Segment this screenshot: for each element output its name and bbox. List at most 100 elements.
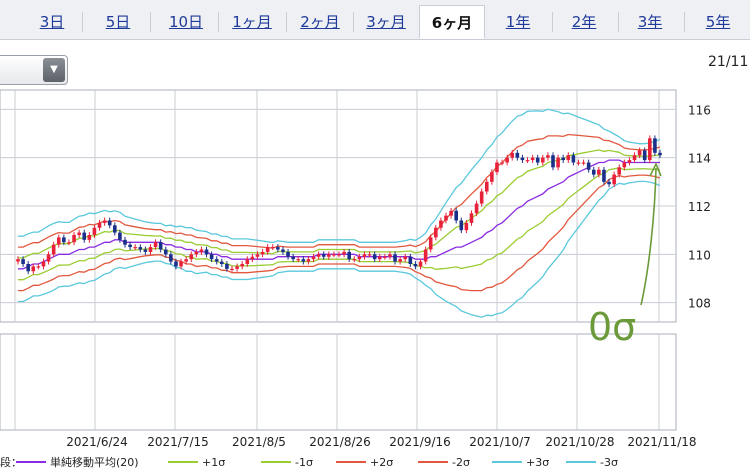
bollinger-bands: [18, 108, 661, 318]
candle-body: [362, 254, 367, 257]
candle-body: [21, 259, 25, 264]
candle-body: [67, 242, 71, 244]
tab-separator: [618, 12, 619, 32]
candle-body: [163, 249, 168, 255]
candle-body: [107, 220, 112, 226]
candle-body: [408, 256, 413, 264]
candle-body: [281, 249, 285, 252]
candle-body: [439, 220, 443, 228]
candle-body: [148, 247, 153, 252]
candle-body: [41, 261, 46, 267]
candle-body: [648, 138, 652, 161]
candle-body: [102, 220, 107, 223]
y-tick-label: 112: [688, 200, 711, 214]
tab-separator: [150, 12, 151, 32]
y-tick-label: 114: [688, 152, 711, 166]
candle-body: [500, 162, 504, 164]
annotation-arrow: [640, 167, 657, 306]
tab-10-days[interactable]: 10日: [168, 13, 204, 31]
candle-body: [230, 268, 234, 271]
candle-body: [591, 169, 596, 175]
candle-body: [541, 157, 545, 163]
annotation-arrowhead: [649, 162, 662, 177]
y-tick-label: 116: [688, 103, 711, 117]
candle-body: [225, 264, 229, 269]
candle-body: [184, 259, 188, 262]
candle-body: [449, 210, 453, 216]
legend-label: +1σ: [202, 456, 225, 469]
candle-body: [479, 191, 484, 204]
tab-separator: [286, 12, 287, 32]
tab-separator: [684, 12, 685, 32]
candle-body: [16, 259, 20, 262]
candle-body: [622, 162, 627, 168]
indicator-select[interactable]: ▼: [0, 55, 68, 85]
tab-5-days[interactable]: 5日: [105, 13, 131, 31]
candle-body: [383, 256, 387, 258]
candle-body: [291, 256, 295, 260]
candle-body: [306, 259, 311, 262]
tab-separator: [218, 12, 219, 32]
tab-3-months[interactable]: 3ヶ月: [366, 13, 406, 31]
candle-body: [72, 235, 76, 243]
candle-body: [352, 259, 357, 261]
candle-body: [36, 266, 41, 268]
candle-body: [92, 227, 97, 235]
candle-body: [87, 235, 92, 240]
candle-body: [393, 254, 397, 262]
candle-body: [398, 259, 402, 262]
candle-body: [347, 251, 351, 260]
candle-body: [143, 249, 148, 252]
legend-label: -1σ: [295, 456, 313, 469]
legend-label: +2σ: [370, 456, 393, 469]
candle-body: [571, 155, 576, 163]
candle-body: [357, 256, 362, 260]
lower-panel-frame: [0, 333, 677, 431]
tab-3-days[interactable]: 3日: [39, 13, 65, 31]
candle-body: [653, 138, 657, 153]
candle-body: [153, 242, 158, 248]
candle-body: [342, 251, 346, 255]
candle-body: [627, 160, 632, 163]
candle-body: [637, 150, 642, 156]
candle-body: [428, 237, 433, 250]
candle-body: [169, 254, 173, 262]
tab-1-year[interactable]: 1年: [505, 13, 531, 31]
candle-body: [444, 215, 448, 221]
candle-body: [301, 259, 306, 262]
candle-body: [607, 181, 611, 185]
candle-body: [413, 264, 418, 267]
candle-body: [459, 220, 464, 231]
y-tick-label: 108: [688, 297, 711, 311]
tab-2-months[interactable]: 2ヶ月: [300, 13, 340, 31]
candle-body: [561, 157, 565, 161]
candle-body: [423, 249, 428, 262]
candle-body: [199, 249, 204, 252]
candle-body: [602, 169, 606, 182]
candle-body: [174, 261, 178, 267]
x-tick-label: 2021/8/5: [232, 435, 286, 449]
chevron-down-icon[interactable]: ▼: [43, 58, 65, 82]
candle-body: [469, 213, 474, 223]
candle-body: [138, 247, 143, 250]
band-plus-2-sigma: [18, 133, 661, 249]
tab-2-years[interactable]: 2年: [571, 13, 597, 31]
annotation-label: 0σ: [588, 305, 636, 349]
candle-body: [260, 251, 265, 255]
tab-1-month[interactable]: 1ヶ月: [232, 13, 272, 31]
candle-body: [51, 244, 56, 255]
band-plus-3-sigma: [18, 108, 661, 244]
candle-body: [474, 203, 479, 214]
x-tick-label: 2021/9/16: [389, 435, 451, 449]
candle-body: [194, 251, 199, 255]
candle-body: [31, 266, 36, 272]
candle-body: [495, 162, 499, 173]
candle-body: [46, 254, 51, 262]
candle-body: [311, 256, 316, 260]
tab-3-years[interactable]: 3年: [637, 13, 663, 31]
tab-5-years[interactable]: 5年: [705, 13, 731, 31]
candle-body: [286, 251, 290, 257]
tab-6-months[interactable]: 6ヶ月: [419, 5, 485, 39]
candle-body: [576, 162, 581, 164]
